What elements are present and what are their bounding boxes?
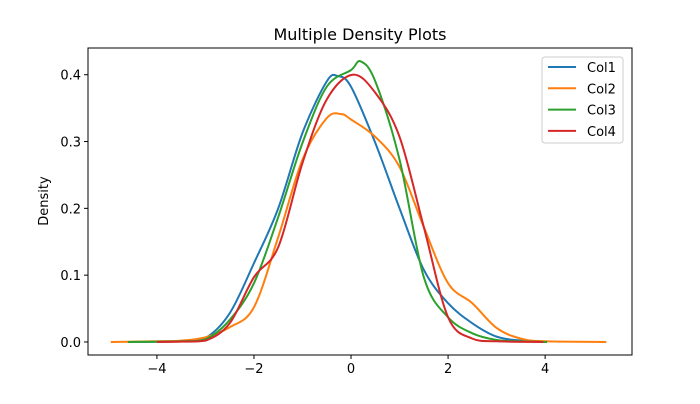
y-axis-label: Density <box>37 176 52 226</box>
legend-label: Col1 <box>587 61 616 76</box>
series-line-col3 <box>127 60 548 343</box>
y-tick-label: 0.0 <box>60 336 81 351</box>
series-line-col1 <box>127 73 546 343</box>
x-tick-label: 4 <box>541 362 549 377</box>
y-tick-label: 0.2 <box>60 202 81 217</box>
y-tick-label: 0.4 <box>60 69 81 84</box>
x-tick-label: 0 <box>347 362 355 377</box>
legend-label: Col4 <box>587 125 616 140</box>
series-line-col4 <box>156 73 544 343</box>
legend-label: Col3 <box>587 104 616 119</box>
chart-title: Multiple Density Plots <box>273 25 446 44</box>
x-tick-label: −2 <box>244 362 263 377</box>
series-line-col2 <box>110 112 607 343</box>
legend: Col1 Col2 Col3 Col4 <box>541 56 624 144</box>
y-tick-label: 0.3 <box>60 136 81 151</box>
legend-box <box>541 56 624 144</box>
x-tick-label: −4 <box>147 362 166 377</box>
legend-label: Col2 <box>587 82 616 97</box>
y-tick-label: 0.1 <box>60 269 81 284</box>
x-tick-label: 2 <box>444 362 452 377</box>
plot-frame <box>87 47 633 356</box>
